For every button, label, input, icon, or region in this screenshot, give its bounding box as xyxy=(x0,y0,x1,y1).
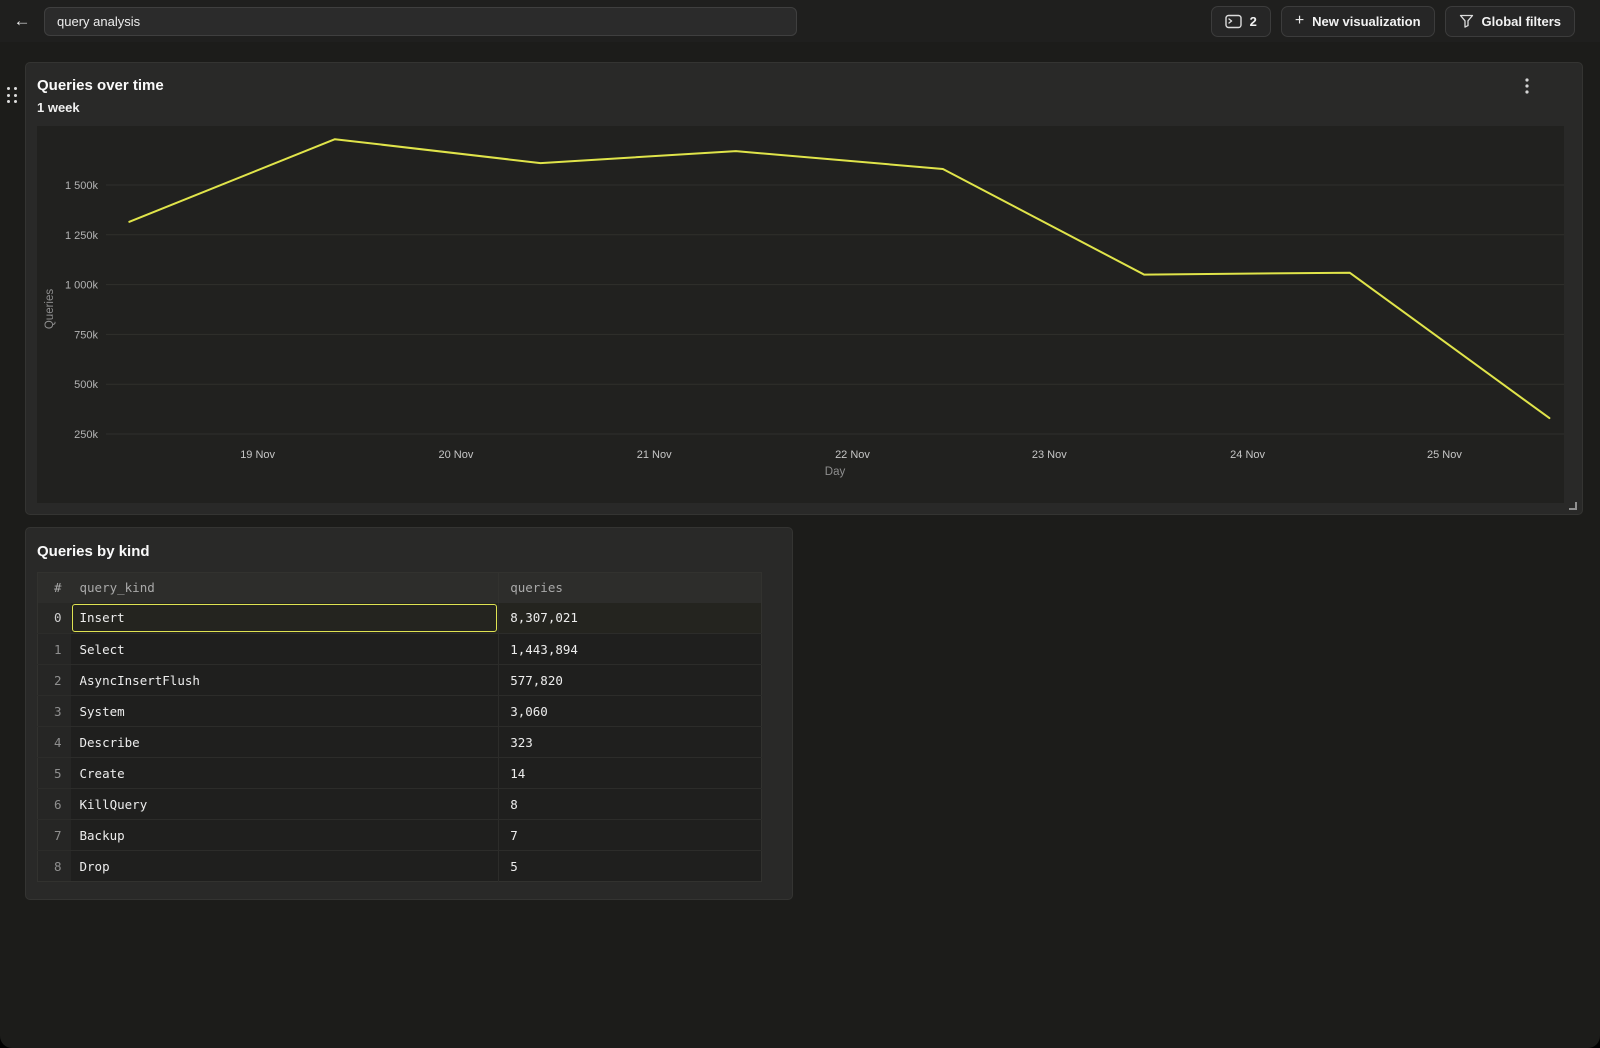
row-index-cell: 0 xyxy=(37,602,71,634)
x-tick-label: 20 Nov xyxy=(438,449,473,461)
queries-by-kind-panel: Queries by kind # query_kind queries 0 In… xyxy=(25,527,793,900)
x-tick-label: 23 Nov xyxy=(1032,449,1067,461)
row-index-cell: 5 xyxy=(37,757,71,789)
global-filters-label: Global filters xyxy=(1481,13,1561,29)
queries-count-cell[interactable]: 5 xyxy=(498,850,762,882)
queries-count-cell[interactable]: 577,820 xyxy=(498,664,762,696)
query-kind-cell[interactable]: Describe xyxy=(70,726,499,758)
table-panel-title: Queries by kind xyxy=(37,543,150,560)
row-index-cell: 7 xyxy=(37,819,71,851)
column-header-index: # xyxy=(37,572,71,603)
console-icon xyxy=(1224,14,1242,29)
queries-count-cell[interactable]: 1,443,894 xyxy=(498,633,762,665)
table-row: 7 Backup 7 xyxy=(37,819,762,851)
queries-count-cell[interactable]: 14 xyxy=(498,757,762,789)
panel-resize-handle[interactable] xyxy=(1569,502,1577,510)
x-tick-label: 25 Nov xyxy=(1427,449,1462,461)
topbar: ← 2 + New visualization Global filters xyxy=(0,0,1600,42)
table-row: 5 Create 14 xyxy=(37,757,762,789)
query-kind-cell[interactable]: Create xyxy=(70,757,499,789)
table-row: 8 Drop 5 xyxy=(37,850,762,882)
table-row: 0 Insert 8,307,021 xyxy=(37,602,762,634)
table-body: 0 Insert 8,307,021 1 Select 1,443,894 2 AsyncIn… xyxy=(37,602,762,882)
y-tick-label: 1 500k xyxy=(65,180,99,192)
y-tick-label: 1 250k xyxy=(65,230,99,242)
chart-panel-header: Queries over time 1 week xyxy=(26,63,1582,117)
row-index-cell: 8 xyxy=(37,850,71,882)
table-row: 2 AsyncInsertFlush 577,820 xyxy=(37,664,762,696)
global-filters-button[interactable]: Global filters xyxy=(1444,5,1575,37)
table-row: 6 KillQuery 8 xyxy=(37,788,762,820)
queries-count-cell[interactable]: 8 xyxy=(498,788,762,820)
y-tick-label: 750k xyxy=(74,329,98,341)
chart-panel-menu-button[interactable] xyxy=(1518,76,1536,96)
y-tick-label: 500k xyxy=(74,379,98,391)
queries-count-cell[interactable]: 8,307,021 xyxy=(498,602,762,634)
new-visualization-label: New visualization xyxy=(1312,13,1421,29)
table-row: 3 System 3,060 xyxy=(37,695,762,727)
plus-icon: + xyxy=(1294,11,1305,29)
row-index-cell: 1 xyxy=(37,633,71,665)
queries-series-line xyxy=(128,138,1551,420)
dashboard-canvas: Queries over time 1 week 1 500k 1 250k 1 0… xyxy=(0,62,1600,900)
console-count-button[interactable]: 2 xyxy=(1210,5,1271,37)
queries-by-kind-table: # query_kind queries 0 Insert 8,307,021 1 Se… xyxy=(37,572,762,882)
table-row: 1 Select 1,443,894 xyxy=(37,633,762,665)
new-visualization-button[interactable]: + New visualization xyxy=(1280,5,1435,37)
row-index-cell: 2 xyxy=(37,664,71,696)
back-button[interactable]: ← xyxy=(10,7,34,35)
query-kind-cell[interactable]: System xyxy=(70,695,499,727)
x-tick-label: 22 Nov xyxy=(835,449,870,461)
row-index-cell: 6 xyxy=(37,788,71,820)
row-index-cell: 3 xyxy=(37,695,71,727)
queries-count-cell[interactable]: 7 xyxy=(498,819,762,851)
query-kind-cell[interactable]: AsyncInsertFlush xyxy=(70,664,499,696)
y-tick-label: 1 000k xyxy=(65,280,99,292)
queries-count-cell[interactable]: 323 xyxy=(498,726,762,758)
row-index-cell: 4 xyxy=(37,726,71,758)
x-tick-label: 21 Nov xyxy=(637,449,672,461)
x-tick-label: 19 Nov xyxy=(240,449,275,461)
column-header-query-kind: query_kind xyxy=(70,572,499,603)
x-tick-label: 24 Nov xyxy=(1230,449,1265,461)
filter-funnel-icon xyxy=(1459,14,1474,28)
table-header: # query_kind queries xyxy=(37,572,762,603)
panel-drag-handle[interactable] xyxy=(7,87,20,104)
kebab-icon xyxy=(1525,78,1529,94)
query-kind-cell[interactable]: Backup xyxy=(70,819,499,851)
y-tick-label: 250k xyxy=(74,429,98,441)
x-axis-title: Day xyxy=(825,466,846,478)
query-kind-cell[interactable]: Insert xyxy=(70,602,499,634)
column-header-queries: queries xyxy=(498,572,762,603)
query-kind-cell[interactable]: Drop xyxy=(79,858,110,874)
console-count-label: 2 xyxy=(1249,13,1257,29)
dashboard-title-input[interactable] xyxy=(44,6,797,36)
query-kind-cell[interactable]: KillQuery xyxy=(70,788,499,820)
back-arrow-icon: ← xyxy=(13,11,31,30)
table-row: 4 Describe 323 xyxy=(37,726,762,758)
query-kind-cell[interactable]: Select xyxy=(70,633,499,665)
chart-panel-subtitle: 1 week xyxy=(37,100,80,115)
chart-panel-title: Queries over time xyxy=(37,77,164,94)
queries-count-cell[interactable]: 3,060 xyxy=(498,695,762,727)
queries-over-time-panel: Queries over time 1 week 1 500k 1 250k 1 0… xyxy=(25,62,1583,515)
line-chart: 1 500k 1 250k 1 000k 750k 500k 250k 19 Nov 20 N… xyxy=(37,126,1564,503)
y-axis-title: Queries xyxy=(44,289,56,330)
